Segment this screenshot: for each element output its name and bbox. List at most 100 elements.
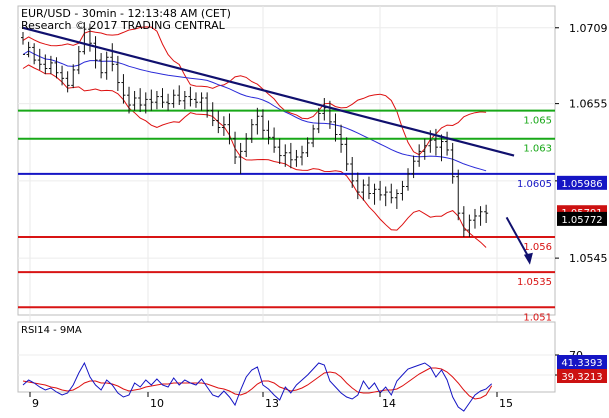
price-tag: 1.05772 [557,211,607,226]
price-bar [166,93,171,111]
price-tag-box [557,175,607,190]
price-bar [227,113,232,145]
price-bar [422,138,427,160]
y-tick-label: 1.0545 [569,252,608,265]
level-label: 1.0535 [517,277,552,288]
price-bar [445,131,450,156]
price-bar [361,179,366,201]
price-bar [450,142,455,184]
trendline [22,26,515,157]
price-bar [82,22,87,55]
price-bar [305,137,310,157]
price-bar [394,189,399,209]
price-bar [417,144,422,167]
rsi-tag-label: 41.3393 [561,358,602,369]
price-plot-frame [17,5,556,316]
price-bar [411,155,416,179]
level-label: 1.051 [523,312,552,323]
price-bar [93,36,98,69]
price-bar [472,208,477,229]
price-bar [32,43,37,65]
rsi-lines [22,361,493,412]
price-bar [277,138,282,165]
x-tick-label: 14 [382,397,396,410]
x-tick-label: 13 [265,397,279,410]
x-tick-label: 10 [150,397,164,410]
rsi-tag-box [557,355,607,369]
price-bar [366,176,371,200]
price-bar [283,144,288,167]
price-bar [238,142,243,174]
price-bar [110,43,115,72]
price-bar [433,128,438,156]
price-bar [355,172,360,200]
price-bar [127,86,132,114]
price-bar [115,55,120,91]
forecast-arrow-shaft [505,216,530,259]
price-bar [244,133,249,157]
time-axis: 9 10 13 14 15 [29,392,513,410]
rsi-grid [18,354,555,376]
price-bar [311,124,316,148]
price-bar [182,90,187,110]
price-bar [249,119,254,143]
price-bar [132,90,137,111]
y-tick-label: 1.0709 [569,22,608,35]
level-lines: 1.065 1.063 1.0605 1.056 1.0535 1.051 [18,109,555,323]
y-tick-label: 1.0655 [569,98,608,111]
price-bar [177,85,182,106]
x-tick-label: 9 [32,397,39,410]
price-bar [104,51,109,80]
level-label: 1.063 [523,144,552,155]
price-bar [99,53,104,79]
forecast-arrow-head [523,252,533,265]
moving-average [22,50,487,172]
price-bar [160,88,165,108]
price-bar [233,131,238,165]
price-bar [372,183,377,205]
price-bar [210,102,215,127]
price-bar [221,116,226,136]
price-bar [406,168,411,191]
price-bar [260,109,265,139]
price-bar [294,149,299,167]
price-bar [456,169,461,221]
price-bar [199,92,204,111]
price-bar [439,134,444,162]
rsi-label: RSI14 - 9MA [21,325,82,336]
rsi-line [22,361,493,412]
x-tick-label: 15 [499,397,513,410]
price-bar [48,55,53,75]
price-bar [322,97,327,121]
price-bar [205,92,210,118]
price-bar [266,120,271,145]
price-panel: 1.065 1.063 1.0605 1.056 1.0535 1.051 1.0709 1… [17,5,608,392]
price-tag-label: 1.05986 [561,179,602,190]
price-bar [389,183,394,204]
level-label: 1.056 [523,242,552,253]
price-bar [461,206,466,238]
price-bar [467,214,472,238]
price-bar [484,204,489,224]
price-tag: 1.05986 [557,175,607,190]
price-bar [154,90,159,110]
price-bar [288,142,293,169]
price-bar [60,65,65,86]
rsi-tag: 39.3213 [557,369,607,383]
price-bar [272,127,277,153]
price-bar [339,124,344,153]
price-bars [21,22,489,238]
price-bar [400,180,405,201]
price-bar [37,48,42,70]
level-label: 1.065 [523,116,552,127]
price-bar [65,71,70,93]
rsi-tag: 41.3393 [557,355,607,369]
price-bar [350,156,355,188]
forecast-layer [505,216,533,265]
rsi-tags: 41.3393 39.3213 [557,355,607,383]
rsi-tag-box [557,369,607,383]
price-bar [300,145,304,166]
